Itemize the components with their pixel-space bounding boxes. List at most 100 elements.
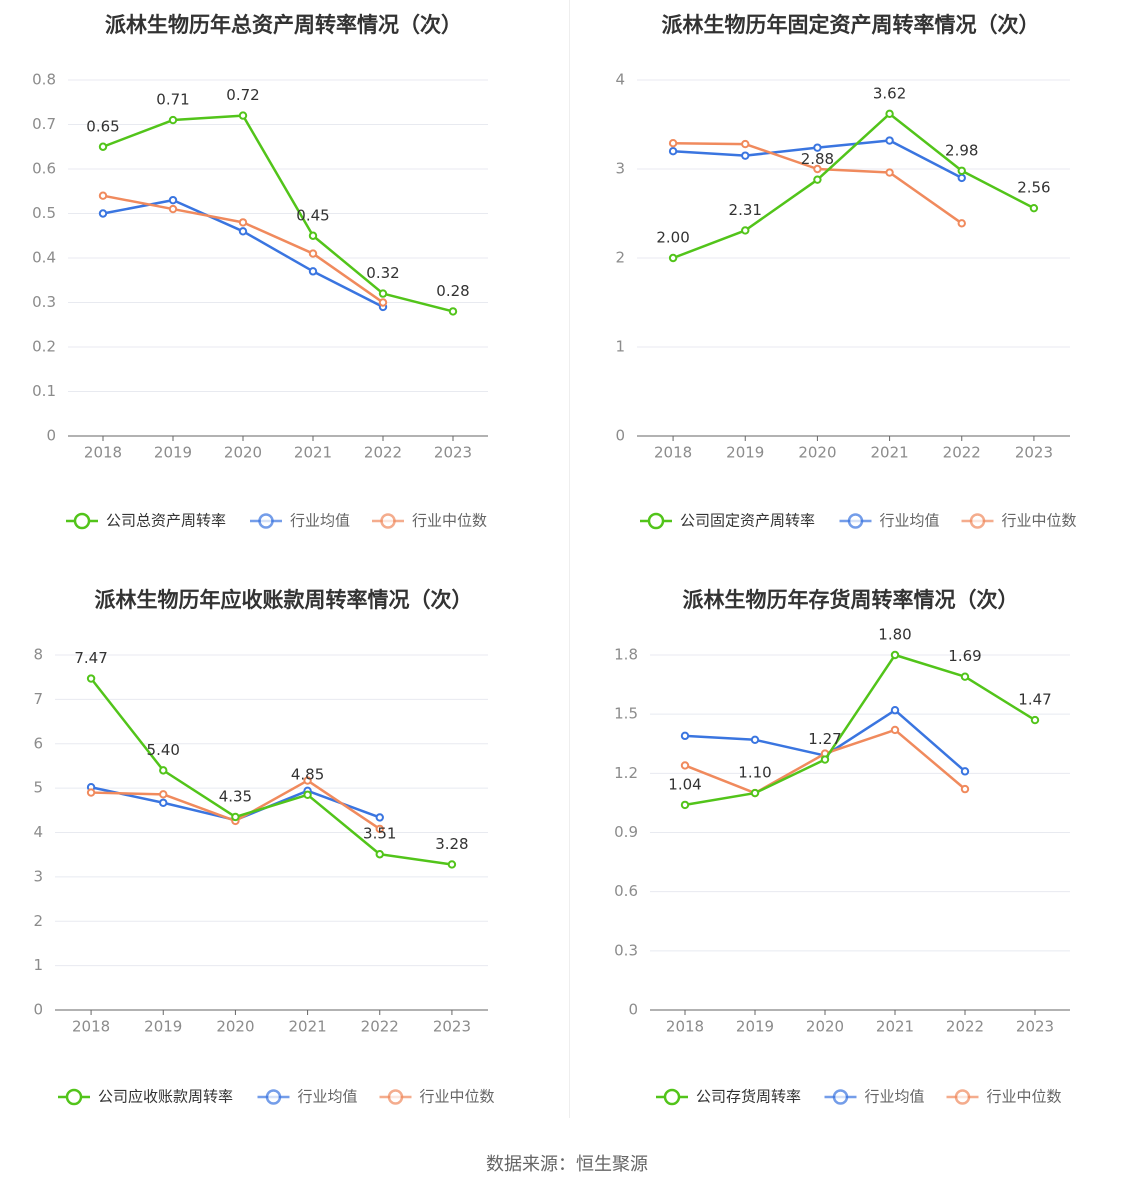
y-tick-label: 0.1	[32, 382, 56, 400]
y-tick-label: 2	[615, 249, 625, 267]
legend-item-company: 公司固定资产周转率	[640, 512, 815, 530]
data-point-industry_avg	[885, 136, 894, 145]
y-tick-label: 0.6	[614, 882, 638, 900]
y-tick-label: 3	[33, 867, 43, 885]
y-tick-label: 2	[33, 912, 43, 930]
data-point-company	[1029, 203, 1039, 213]
data-point-industry_avg	[375, 813, 384, 822]
y-tick-label: 0	[33, 1001, 43, 1019]
legend-item-industry_median: 行业中位数	[946, 1088, 1062, 1106]
x-tick-label: 2018	[654, 444, 692, 462]
x-tick-label: 2020	[798, 444, 836, 462]
x-tick-label: 2019	[736, 1018, 774, 1036]
y-tick-label: 0.6	[32, 160, 56, 178]
data-point-company	[98, 142, 108, 151]
legend-marker	[265, 1089, 282, 1105]
data-point-company	[1030, 715, 1040, 725]
data-label: 2.00	[656, 229, 689, 247]
legend-item-industry_avg: 行业均值	[824, 1088, 925, 1106]
y-tick-label: 3	[615, 160, 625, 178]
chart-title: 派林生物历年固定资产周转率情况（次）	[662, 13, 1040, 37]
data-point-industry_median	[890, 725, 900, 735]
chart-title: 派林生物历年应收账款周转率情况（次）	[95, 588, 473, 612]
chart-svg: 派林生物历年存货周转率情况（次） 0 0.3 0.6 0.9 1.2 1.5 1.8 2018 2…	[614, 588, 1070, 1106]
x-tick-label: 2020	[216, 1018, 254, 1036]
data-point-industry_avg	[741, 151, 750, 160]
x-tick-label: 2018	[72, 1018, 110, 1036]
legend-label: 行业均值	[865, 1088, 925, 1106]
data-source: 数据来源：恒生聚源	[486, 1154, 648, 1175]
data-label: 0.45	[296, 206, 329, 224]
data-label: 3.28	[435, 835, 468, 853]
data-point-company	[960, 672, 970, 681]
chart-svg: 派林生物历年固定资产周转率情况（次） 0 1 2 3 4 2018 2019 2020 2021 2…	[615, 13, 1076, 530]
x-tick-label: 2023	[1016, 1018, 1054, 1036]
legend-label: 公司总资产周转率	[106, 512, 226, 530]
data-point-company	[448, 307, 458, 316]
data-point-company	[741, 226, 750, 235]
data-point-company	[885, 109, 894, 119]
series-line-company	[684, 653, 1036, 807]
data-point-industry_median	[668, 138, 678, 148]
y-tick-label: 0.3	[614, 941, 638, 959]
legend-marker	[380, 513, 396, 529]
data-point-industry_median	[957, 219, 966, 228]
y-tick-label: 6	[33, 734, 43, 752]
data-point-industry_median	[98, 191, 108, 200]
chart-svg: 派林生物历年总资产周转率情况（次） 0 0.1 0.2 0.3 0.4 0.5 0.6 0.7 0…	[32, 13, 488, 530]
data-point-company	[813, 175, 822, 184]
data-point-industry_avg	[159, 798, 168, 807]
legend-marker	[663, 1088, 681, 1106]
x-tick-label: 2023	[1015, 444, 1053, 462]
chart-title: 派林生物历年总资产周转率情况（次）	[105, 13, 462, 37]
x-tick-label: 2021	[876, 1018, 914, 1036]
x-tick-label: 2019	[154, 444, 192, 462]
y-tick-label: 0.5	[32, 204, 56, 222]
data-label: 1.27	[808, 730, 841, 748]
data-point-industry_median	[308, 249, 318, 258]
data-point-industry_median	[813, 164, 822, 174]
legend-item-industry_median: 行业中位数	[379, 1088, 495, 1106]
data-label: 0.32	[366, 264, 399, 282]
y-tick-label: 0	[46, 427, 56, 445]
x-tick-label: 2022	[943, 444, 981, 462]
data-point-company	[750, 788, 760, 798]
data-point-industry_avg	[890, 706, 900, 715]
data-label: 3.51	[363, 825, 396, 843]
y-tick-label: 1.8	[614, 646, 638, 664]
x-tick-label: 2022	[946, 1018, 984, 1036]
data-point-company	[303, 790, 312, 799]
legend-marker	[969, 513, 986, 529]
data-point-industry_median	[86, 788, 96, 797]
series-line-company	[90, 677, 453, 866]
x-tick-label: 2021	[288, 1018, 326, 1036]
data-point-industry_median	[378, 298, 388, 307]
x-tick-label: 2019	[144, 1018, 182, 1036]
x-tick-label: 2020	[806, 1018, 844, 1036]
data-label: 1.10	[738, 764, 771, 782]
legend-label: 行业中位数	[412, 512, 487, 530]
data-point-industry_avg	[168, 195, 178, 205]
data-point-company	[820, 755, 830, 764]
data-label: 2.98	[945, 141, 978, 159]
y-tick-label: 1.5	[614, 705, 638, 723]
panel-divider	[569, 0, 570, 1118]
y-tick-label: 0.7	[32, 115, 56, 133]
data-point-industry_median	[741, 139, 750, 149]
x-tick-label: 2019	[726, 444, 764, 462]
data-point-company	[957, 166, 966, 175]
data-label: 2.31	[729, 201, 762, 219]
data-label: 3.62	[873, 84, 906, 102]
data-label: 1.47	[1018, 691, 1051, 709]
chart-title: 派林生物历年存货周转率情况（次）	[683, 588, 1019, 612]
legend-marker	[847, 513, 864, 529]
legend-marker	[65, 1088, 83, 1106]
data-label: 0.28	[436, 282, 469, 300]
legend-marker	[647, 512, 665, 530]
chart-inventory-turnover: 派林生物历年存货周转率情况（次） 0 0.3 0.6 0.9 1.2 1.5 1.8 2018 2…	[567, 576, 1134, 1152]
data-point-industry_median	[960, 784, 970, 794]
y-tick-label: 4	[33, 823, 43, 841]
data-point-industry_avg	[308, 267, 318, 276]
x-tick-label: 2022	[361, 1018, 399, 1036]
x-tick-label: 2023	[433, 1018, 471, 1036]
